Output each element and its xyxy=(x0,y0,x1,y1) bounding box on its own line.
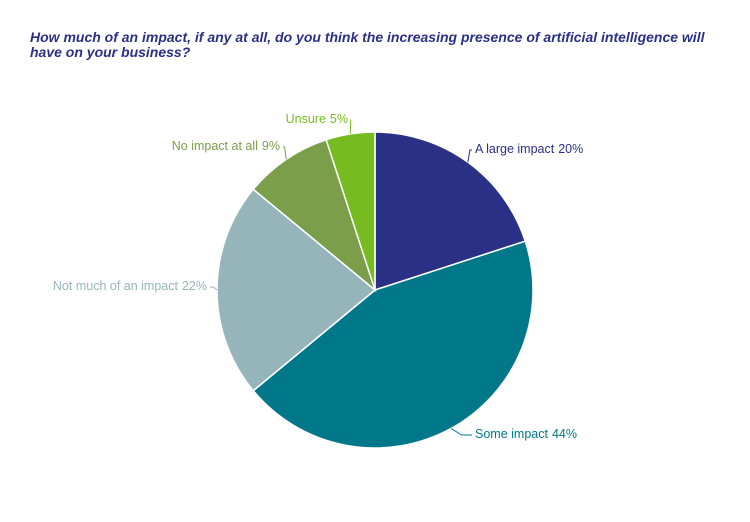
value-label: 9% xyxy=(262,139,280,153)
slice-label: Some impact 44% xyxy=(475,427,577,441)
pie-slice xyxy=(252,138,377,293)
slice-label: No impact at all 9% xyxy=(172,139,280,153)
value-label: 22% xyxy=(182,279,207,293)
category-label: Not much of an impact xyxy=(53,279,179,293)
slice-label: Not much of an impact 22% xyxy=(53,279,207,293)
leader-line xyxy=(210,286,218,291)
category-label: Some impact xyxy=(475,427,548,441)
leader-line xyxy=(283,146,287,160)
pie-slice xyxy=(325,131,376,291)
category-label: A large impact xyxy=(475,142,555,156)
pie-slice xyxy=(216,188,377,392)
value-label: 20% xyxy=(558,142,583,156)
slice-label: A large impact 20% xyxy=(475,142,583,156)
category-label: Unsure xyxy=(286,112,326,126)
leader-line xyxy=(450,428,472,436)
slice-label: Unsure 5% xyxy=(286,112,348,126)
value-label: 5% xyxy=(330,112,348,126)
pie-slice xyxy=(374,131,527,292)
chart-title: How much of an impact, if any at all, do… xyxy=(30,29,705,60)
leader-line xyxy=(349,119,352,134)
value-label: 44% xyxy=(552,427,577,441)
category-label: No impact at all xyxy=(172,139,258,153)
leader-line xyxy=(467,149,472,163)
